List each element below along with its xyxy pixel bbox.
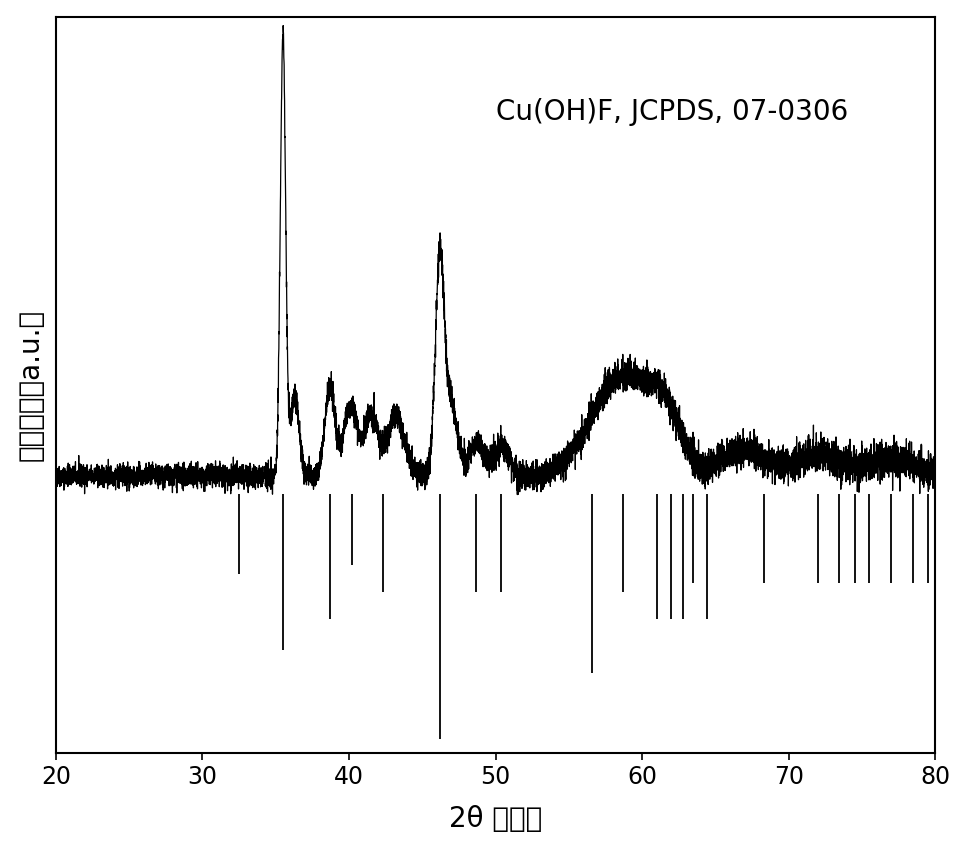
Text: Cu(OH)F, JCPDS, 07-0306: Cu(OH)F, JCPDS, 07-0306 (495, 98, 848, 126)
Y-axis label: 相对强度（a.u.）: 相对强度（a.u.） (16, 309, 44, 461)
X-axis label: 2θ （度）: 2θ （度） (449, 805, 542, 833)
